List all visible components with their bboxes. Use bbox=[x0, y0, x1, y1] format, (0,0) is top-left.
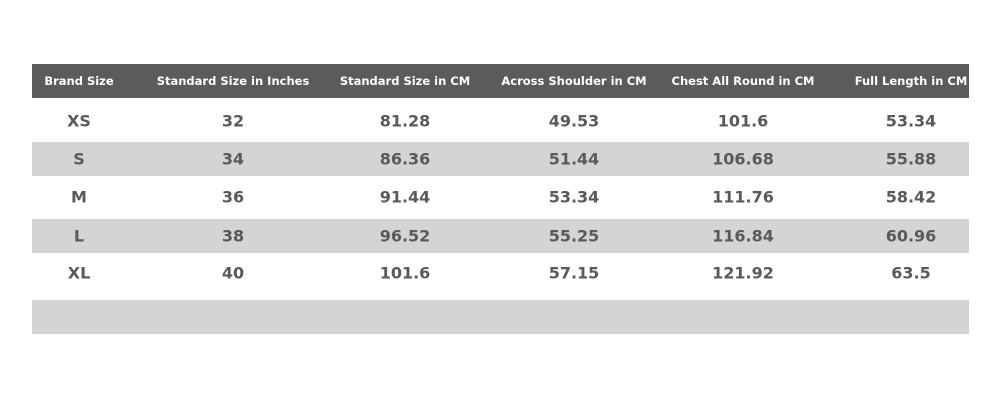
table-cell: XL bbox=[67, 263, 91, 283]
table-cell: 55.25 bbox=[548, 226, 600, 246]
row-band bbox=[32, 300, 969, 334]
table-cell: 96.52 bbox=[379, 226, 431, 246]
table-cell: 106.68 bbox=[712, 149, 774, 169]
header-band bbox=[32, 64, 969, 98]
table-cell: 32 bbox=[221, 111, 245, 131]
table-cell: 40 bbox=[221, 263, 245, 283]
table-cell: 57.15 bbox=[548, 263, 600, 283]
table-cell: 53.34 bbox=[885, 111, 937, 131]
table-cell: 36 bbox=[221, 187, 245, 207]
table-cell: 58.42 bbox=[885, 187, 937, 207]
header-cell: Standard Size in Inches bbox=[156, 74, 310, 88]
table-cell: 111.76 bbox=[712, 187, 774, 207]
table-cell: L bbox=[73, 226, 85, 246]
table-cell: 101.6 bbox=[379, 263, 431, 283]
header-cell: Across Shoulder in CM bbox=[501, 74, 647, 88]
table-cell: 116.84 bbox=[712, 226, 774, 246]
table-cell: 34 bbox=[221, 149, 245, 169]
table-cell: XS bbox=[67, 111, 91, 131]
table-cell: 53.34 bbox=[548, 187, 600, 207]
row-band bbox=[32, 142, 969, 176]
table-cell: 86.36 bbox=[379, 149, 431, 169]
table-cell: 55.88 bbox=[885, 149, 937, 169]
table-cell: 38 bbox=[221, 226, 245, 246]
header-cell: Chest All Round in CM bbox=[671, 74, 815, 88]
header-cell: Brand Size bbox=[44, 74, 114, 88]
row-band bbox=[32, 219, 969, 253]
header-cell: Full Length in CM bbox=[854, 74, 968, 88]
header-cell: Standard Size in CM bbox=[339, 74, 471, 88]
table-cell: S bbox=[73, 149, 85, 169]
table-cell: 81.28 bbox=[379, 111, 431, 131]
table-cell: 91.44 bbox=[379, 187, 431, 207]
table-cell: 121.92 bbox=[712, 263, 774, 283]
table-cell: 101.6 bbox=[717, 111, 769, 131]
table-cell: 51.44 bbox=[548, 149, 600, 169]
table-cell: M bbox=[71, 187, 87, 207]
table-cell: 63.5 bbox=[891, 263, 931, 283]
table-cell: 49.53 bbox=[548, 111, 600, 131]
table-cell: 60.96 bbox=[885, 226, 937, 246]
